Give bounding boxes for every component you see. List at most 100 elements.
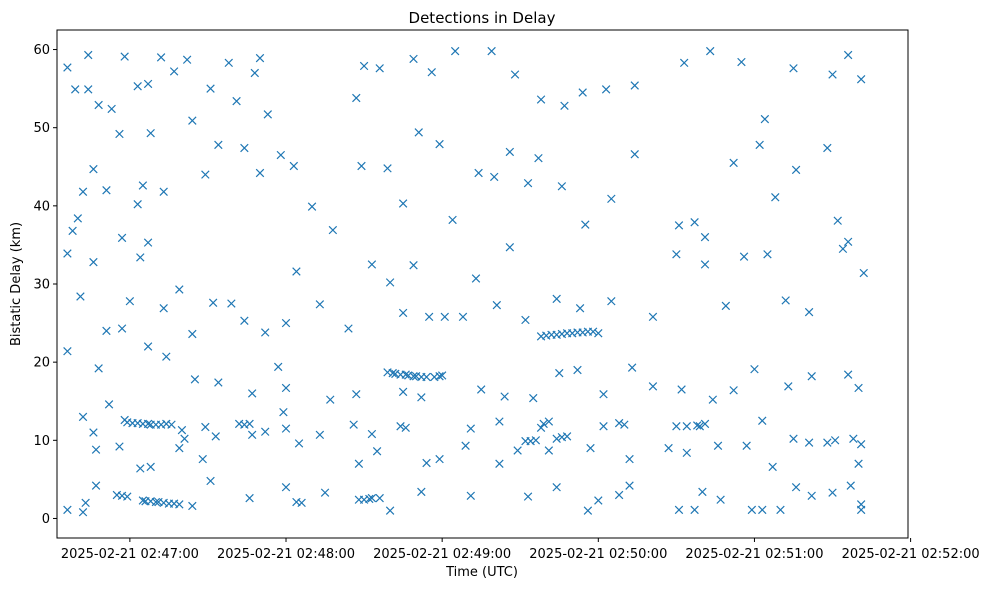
detection-marker xyxy=(505,243,515,252)
detection-marker xyxy=(409,261,418,270)
detection-marker xyxy=(328,225,338,235)
detection-marker xyxy=(492,300,502,310)
x-axis: 2025-02-21 02:47:00 2025-02-21 02:48:00 20… xyxy=(61,538,980,562)
detection-marker xyxy=(70,85,80,94)
detection-marker xyxy=(208,298,218,307)
detection-marker xyxy=(630,81,639,90)
detection-marker xyxy=(175,443,184,453)
detection-marker xyxy=(102,185,111,195)
detection-marker xyxy=(776,505,785,515)
detection-marker xyxy=(672,422,681,431)
detection-marker xyxy=(367,429,377,439)
detection-marker xyxy=(856,439,866,449)
detection-marker xyxy=(211,432,220,441)
detection-marker xyxy=(136,464,145,473)
detection-marker xyxy=(214,378,223,387)
detection-marker xyxy=(167,420,176,429)
detection-marker xyxy=(414,128,423,137)
detection-marker xyxy=(747,505,757,515)
detection-marker xyxy=(755,140,764,150)
detection-marker xyxy=(292,267,301,276)
detection-marker xyxy=(729,158,738,168)
detection-marker xyxy=(500,392,509,401)
detection-marker xyxy=(599,422,608,431)
detection-marker xyxy=(276,150,286,160)
detection-marker xyxy=(375,64,384,73)
detection-marker xyxy=(739,252,749,261)
detection-marker xyxy=(763,250,772,259)
detection-marker xyxy=(716,495,725,504)
detection-marker xyxy=(505,147,515,157)
detection-marker xyxy=(227,299,236,308)
detection-marker xyxy=(578,88,587,97)
detection-marker xyxy=(354,459,364,468)
detection-marker xyxy=(648,382,658,391)
detection-marker xyxy=(466,424,476,433)
detection-marker xyxy=(700,260,710,269)
y-tick-label: 20 xyxy=(33,356,50,371)
detection-marker xyxy=(440,312,449,322)
detection-marker xyxy=(260,427,270,436)
detection-marker xyxy=(573,365,582,375)
detection-marker xyxy=(648,312,658,322)
detection-marker xyxy=(307,202,317,211)
detection-marker xyxy=(383,164,392,173)
detection-marker xyxy=(560,101,569,111)
detection-marker xyxy=(255,53,265,63)
detection-marker xyxy=(784,382,793,391)
detection-marker xyxy=(94,100,103,110)
detection-marker xyxy=(781,296,790,305)
detection-marker xyxy=(700,232,710,242)
detection-marker xyxy=(614,490,624,500)
detection-marker xyxy=(201,170,210,179)
detection-marker xyxy=(138,496,148,505)
detection-marker xyxy=(281,482,291,492)
detection-marker xyxy=(315,300,325,309)
detection-marker xyxy=(664,443,673,453)
detection-marker xyxy=(159,304,168,313)
x-tick-label: 2025-02-21 02:51:00 xyxy=(685,547,823,562)
y-axis-label: Bistatic Delay (km) xyxy=(9,222,24,346)
detection-marker xyxy=(625,454,634,464)
detection-marker xyxy=(281,318,291,328)
detection-marker xyxy=(713,441,723,451)
detection-marker xyxy=(68,226,77,236)
detection-marker xyxy=(206,476,215,486)
detection-marker xyxy=(388,368,397,378)
y-tick-label: 60 xyxy=(33,43,50,58)
detection-marker xyxy=(143,79,153,89)
detection-marker xyxy=(544,446,554,455)
detection-marker xyxy=(843,237,853,247)
y-tick-label: 30 xyxy=(33,278,50,293)
detection-marker xyxy=(422,458,431,468)
detection-marker xyxy=(289,161,299,171)
detection-marker xyxy=(175,285,184,294)
detection-marker xyxy=(232,96,241,106)
detection-marker xyxy=(789,434,798,443)
detection-marker xyxy=(854,459,863,468)
detection-marker xyxy=(63,249,72,258)
detection-marker xyxy=(424,312,434,322)
detection-marker xyxy=(435,139,444,149)
detection-marker xyxy=(849,434,858,443)
detection-marker xyxy=(91,445,101,454)
x-tick-label: 2025-02-21 02:52:00 xyxy=(842,547,980,562)
detection-marker xyxy=(385,278,395,287)
detection-marker xyxy=(552,294,561,304)
detection-marker xyxy=(102,326,111,336)
detection-marker xyxy=(320,488,330,497)
detection-marker xyxy=(627,363,637,372)
detection-marker xyxy=(115,129,124,139)
detection-marker xyxy=(143,342,153,351)
detection-marker xyxy=(151,497,161,507)
detection-marker xyxy=(73,214,83,223)
detection-marker xyxy=(117,233,127,243)
detection-marker xyxy=(705,46,715,56)
detection-marker xyxy=(247,389,257,398)
detection-marker xyxy=(552,482,561,492)
detection-marker xyxy=(245,419,254,429)
plot-area xyxy=(56,29,909,539)
detection-marker xyxy=(417,487,426,497)
